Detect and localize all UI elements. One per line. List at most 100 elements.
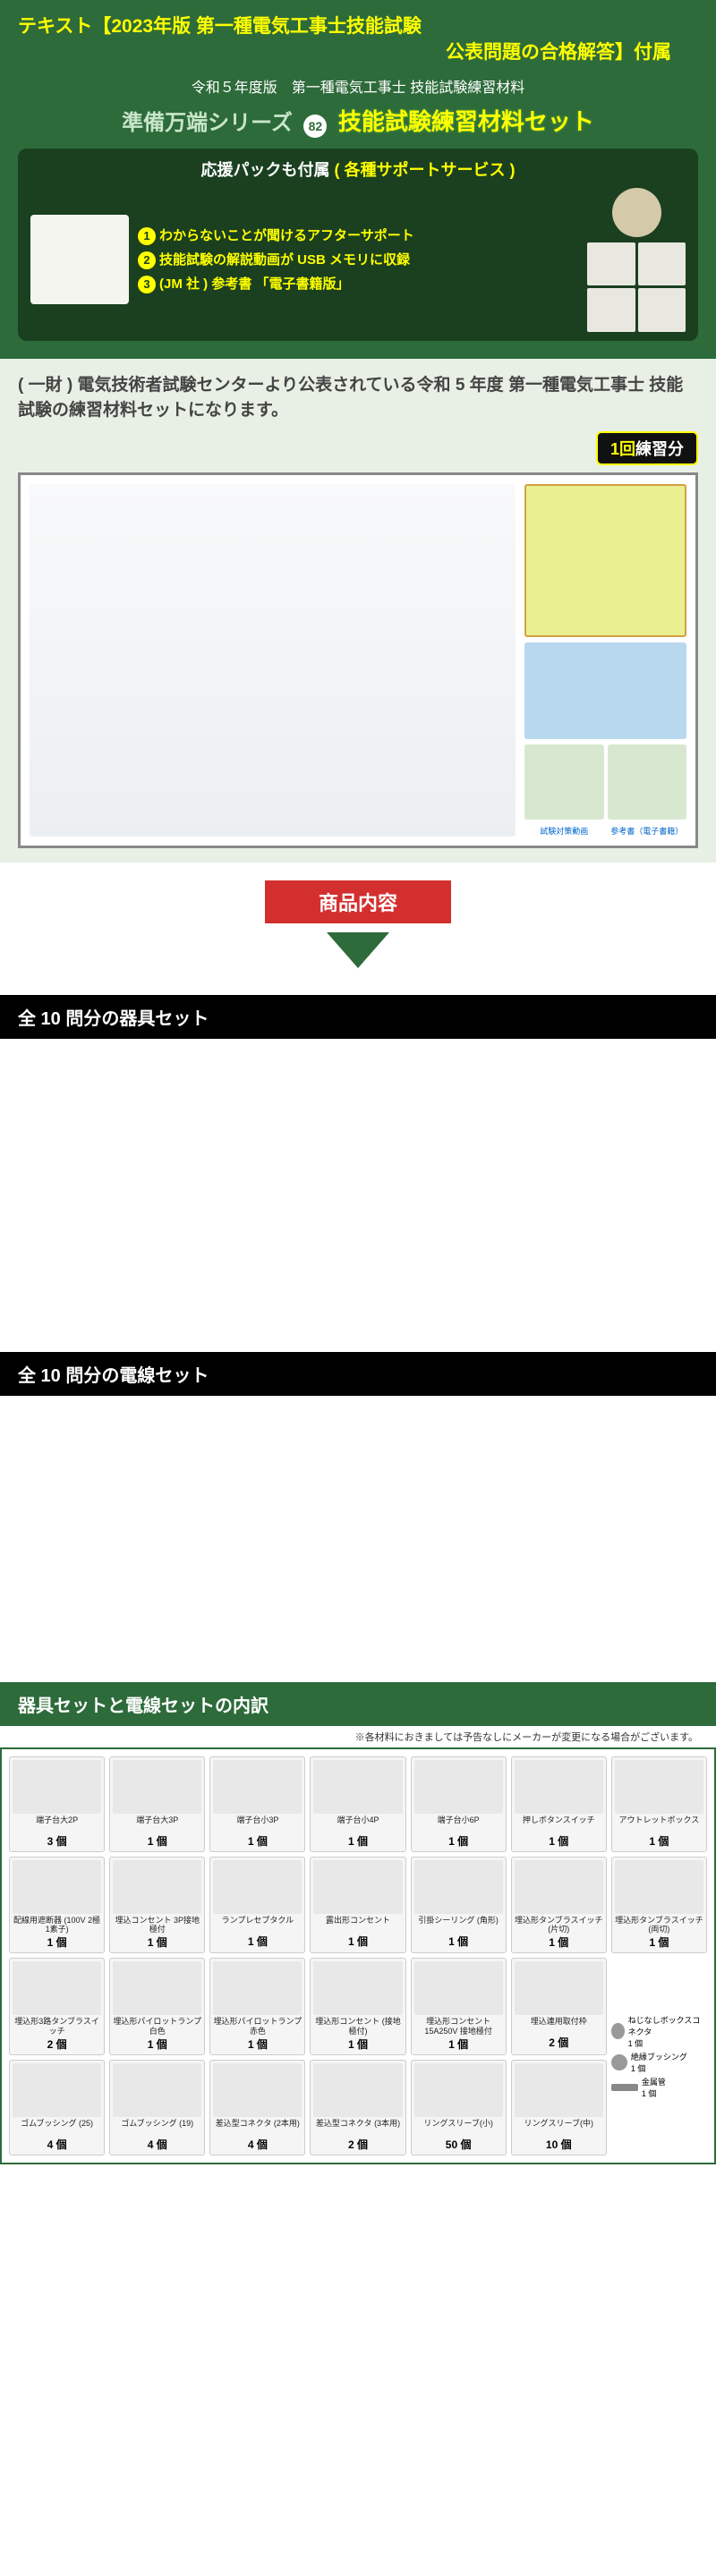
content-heading: 商品内容 xyxy=(265,880,451,923)
support-item-2: 2技能試験の解説動画が USB メモリに収録 xyxy=(138,248,578,272)
grid-item-name: 埋込形コンセント 15A250V 接地極付 xyxy=(414,2017,503,2036)
grid-item-qty: 2 個 xyxy=(313,2137,402,2152)
grid-item-qty: 1 個 xyxy=(113,2036,201,2052)
grid-item: 埋込形コンセント 15A250V 接地極付 1 個 xyxy=(411,1958,507,2055)
grid-item-name: ゴムブッシング (25) xyxy=(13,2119,101,2137)
grid-item: ゴムブッシング (19) 4 個 xyxy=(109,2060,205,2155)
title-line2: 公表問題の合格解答】付属 xyxy=(18,39,698,65)
pack-thumbs xyxy=(587,242,686,332)
grid-item-name: 埋込コンセント 3P接地極付 xyxy=(113,1916,201,1935)
grid-item-qty: 4 個 xyxy=(13,2137,101,2152)
series-row: 準備万端シリーズ 82 技能試験練習材料セット xyxy=(18,104,698,138)
grid-item: 埋込形3路タンブラスイッチ 2 個 xyxy=(9,1958,105,2055)
grid-item: 埋込連用取付枠 2 個 xyxy=(511,1958,607,2055)
grid-item-img xyxy=(414,2063,503,2117)
grid-item-name: 埋込形パイロットランプ 赤色 xyxy=(213,2017,302,2036)
grid-item: 埋込形パイロットランプ 白色 1 個 xyxy=(109,1958,205,2055)
support-list: 1わからないことが聞けるアフターサポート 2技能試験の解説動画が USB メモリ… xyxy=(138,224,578,296)
grid-item-name: 埋込形パイロットランプ 白色 xyxy=(113,2017,201,2036)
grid-item-img xyxy=(414,1760,503,1814)
grid-item-img xyxy=(414,1860,503,1914)
grid-item-name: 埋込連用取付枠 xyxy=(515,2017,603,2035)
grid-item-img xyxy=(414,1961,503,2015)
grid-item-name: 端子台大2P xyxy=(13,1815,101,1833)
grid-item-img xyxy=(615,1860,703,1914)
grid-item-name: リングスリーブ(中) xyxy=(515,2119,603,2137)
grid-item-img xyxy=(13,1860,101,1914)
grid-item-img xyxy=(515,1860,603,1914)
title-line1: テキスト【2023年版 第一種電気工事士技能試験 xyxy=(18,13,698,39)
grid-item: 埋込形タンブラスイッチ (両切) 1 個 xyxy=(611,1857,707,1954)
product-photo: 試験対策動画 参考書（電子書籍） xyxy=(18,472,698,848)
grid-item-name: ゴムブッシング (19) xyxy=(113,2119,201,2137)
grid-item-qty: 1 個 xyxy=(313,1934,402,1949)
apparatus-photo xyxy=(0,1039,716,1352)
grid-item-img xyxy=(313,1961,402,2015)
grid-item: 差込型コネクタ (2本用) 4 個 xyxy=(209,2060,305,2155)
grid-item-qty: 1 個 xyxy=(113,1934,201,1950)
grid-item-qty: 1 個 xyxy=(414,1833,503,1849)
grid-item-img xyxy=(13,1760,101,1814)
dot-icon xyxy=(611,2023,625,2039)
grid-item-img xyxy=(113,2063,201,2117)
photo-books: 試験対策動画 参考書（電子書籍） xyxy=(524,484,686,837)
grid-item-qty: 1 個 xyxy=(515,1934,603,1950)
grid-item-name: 埋込形タンブラスイッチ (両切) xyxy=(615,1916,703,1935)
support-row: 1わからないことが聞けるアフターサポート 2技能試験の解説動画が USB メモリ… xyxy=(30,188,686,332)
grid-item: 引掛シーリング (角形) 1 個 xyxy=(411,1857,507,1954)
photo-materials xyxy=(30,484,516,837)
extra-row: 絶縁ブッシング1 個 xyxy=(611,2051,707,2074)
book-stub xyxy=(524,484,686,637)
grid-item-qty: 2 個 xyxy=(13,2036,101,2052)
grid-item-img xyxy=(213,1860,302,1914)
breakdown-heading: 器具セットと電線セットの内訳 xyxy=(0,1682,716,1726)
grid-item-img xyxy=(313,1760,402,1814)
desc-section: ( 一財 ) 電気技術者試験センターより公表されている令和 5 年度 第一種電気… xyxy=(0,359,716,863)
grid-item: 露出形コンセント 1 個 xyxy=(310,1857,405,1954)
grid-item-img xyxy=(515,2063,603,2117)
grid-item-name: 端子台小6P xyxy=(414,1815,503,1833)
grid-item-img xyxy=(13,1961,101,2015)
grid-item-img xyxy=(213,1961,302,2015)
grid-item-qty: 1 個 xyxy=(313,1833,402,1849)
grid-item-img xyxy=(515,1760,603,1814)
grid-item-name: 引掛シーリング (角形) xyxy=(414,1916,503,1934)
grid-item-name: 端子台小3P xyxy=(213,1815,302,1833)
grid-item-qty: 4 個 xyxy=(113,2137,201,2152)
grid-item-img xyxy=(615,1760,703,1814)
grid-item-name: ランプレセプタクル xyxy=(213,1916,302,1934)
wire-photo xyxy=(0,1396,716,1682)
grid-item-img xyxy=(213,1760,302,1814)
series-name: 準備万端シリーズ xyxy=(122,105,293,136)
grid-item-img xyxy=(13,2063,101,2117)
grid-item-img xyxy=(113,1860,201,1914)
grid-item-img xyxy=(113,1961,201,2015)
desc-text: ( 一財 ) 電気技術者試験センターより公表されている令和 5 年度 第一種電気… xyxy=(18,373,698,424)
note-text: ※各材料におきましては予告なしにメーカーが変更になる場合がございます。 xyxy=(0,1726,716,1747)
grid-item: 差込型コネクタ (3本用) 2 個 xyxy=(310,2060,405,2155)
grid-item-img xyxy=(313,1860,402,1914)
grid-item-qty: 1 個 xyxy=(213,1934,302,1949)
grid-item: 端子台小3P 1 個 xyxy=(209,1756,305,1852)
series-badge: 82 xyxy=(303,115,327,138)
grid-item-qty: 1 個 xyxy=(515,1833,603,1849)
support-item-1: 1わからないことが聞けるアフターサポート xyxy=(138,224,578,248)
grid-item-qty: 1 個 xyxy=(414,2036,503,2052)
practice-badge-wrap: 1回練習分 xyxy=(18,431,698,465)
grid-item-qty: 1 個 xyxy=(615,1934,703,1950)
grid-item-qty: 1 個 xyxy=(313,2036,402,2052)
avatar-icon xyxy=(612,188,661,237)
grid-item-name: リングスリーブ(小) xyxy=(414,2119,503,2137)
grid-item: 埋込形コンセント (接地極付) 1 個 xyxy=(310,1958,405,2055)
grid-item-img xyxy=(515,1961,603,2015)
support-box: 応援パックも付属 ( 各種サポートサービス ) 1わからないことが聞けるアフター… xyxy=(18,149,698,341)
apparatus-heading: 全 10 問分の器具セット xyxy=(0,995,716,1039)
grid-item-name: 露出形コンセント xyxy=(313,1916,402,1934)
grid-item-name: 押しボタンスイッチ xyxy=(515,1815,603,1833)
support-item-3: 3(JM 社 ) 参考書 「電子書籍版」 xyxy=(138,272,578,296)
dot-icon xyxy=(611,2054,627,2070)
grid-section: 端子台大2P 3 個 端子台大3P 1 個 端子台小3P 1 個 端子台小4P … xyxy=(0,1747,716,2164)
grid-item-qty: 4 個 xyxy=(213,2137,302,2152)
grid-item-name: 配線用遮断器 (100V 2極1素子) xyxy=(13,1916,101,1935)
ref-labels: 試験対策動画 参考書（電子書籍） xyxy=(524,825,686,837)
